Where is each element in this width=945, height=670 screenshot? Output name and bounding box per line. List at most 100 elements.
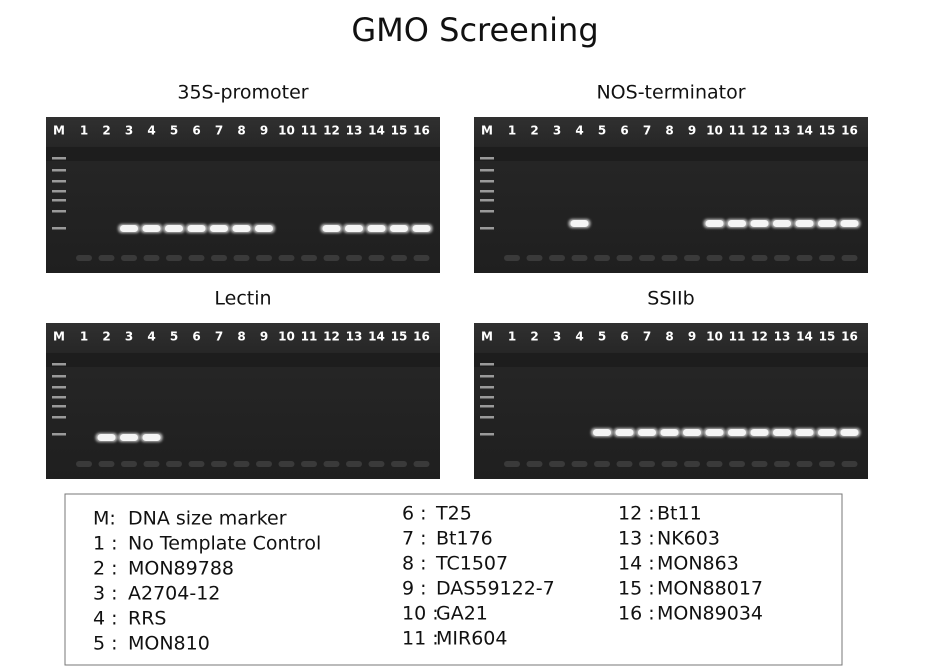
lane-smear — [233, 255, 250, 261]
lane-label: 13 — [346, 330, 363, 344]
band — [142, 434, 161, 441]
lane-smear — [526, 461, 543, 467]
legend-key: 8 : — [402, 553, 427, 575]
lane-smear — [278, 255, 295, 261]
band — [638, 429, 656, 436]
band — [570, 220, 589, 227]
lane-smear — [504, 461, 520, 467]
lane-smear — [368, 255, 385, 261]
legend-name: DAS59122-7 — [436, 578, 555, 600]
lane-label: 2 — [530, 330, 538, 344]
figure-title: GMO Screening — [351, 11, 598, 49]
ladder-band — [480, 190, 494, 193]
lane-smear — [706, 255, 723, 261]
band — [728, 220, 746, 227]
ladder-band — [480, 433, 494, 436]
lane-label: 13 — [774, 124, 791, 138]
lane-label: 14 — [368, 124, 385, 138]
lane-label: 9 — [688, 330, 696, 344]
legend-name: A2704-12 — [128, 583, 220, 605]
lane-label: 2 — [102, 124, 110, 138]
lane-label: 7 — [215, 124, 223, 138]
lane-smear — [323, 255, 340, 261]
legend-key: 15 : — [618, 578, 655, 600]
lane-smear — [639, 255, 655, 261]
lane-smear — [301, 255, 317, 261]
lane-smear — [819, 461, 835, 467]
ladder-band — [480, 157, 494, 160]
lane-label: 12 — [751, 124, 768, 138]
lane-label: M — [53, 124, 65, 138]
lane-label: 13 — [774, 330, 791, 344]
lane-label: M — [481, 124, 493, 138]
lane-smear — [841, 255, 858, 261]
legend-key: 9 : — [402, 578, 427, 600]
wells — [474, 147, 868, 161]
ladder-band — [480, 405, 494, 408]
lane-label: 10 — [706, 124, 723, 138]
wells — [474, 353, 868, 367]
band — [120, 434, 138, 441]
band — [795, 429, 814, 436]
band — [773, 429, 791, 436]
legend-key: M: — [93, 508, 116, 530]
legend-key: 11 : — [402, 628, 439, 650]
legend-name: MON89788 — [128, 558, 234, 580]
band — [367, 225, 386, 232]
ladder-band — [480, 169, 494, 172]
lane-label: 1 — [508, 330, 516, 344]
legend-key: 3 : — [93, 583, 118, 605]
lane-smear — [594, 255, 610, 261]
lane-smear — [796, 461, 813, 467]
ladder-band — [480, 363, 494, 366]
lane-smear — [706, 461, 723, 467]
legend-key: 5 : — [93, 633, 118, 655]
band — [187, 225, 206, 232]
band — [818, 429, 836, 436]
lane-smear — [774, 461, 790, 467]
legend-key: 13 : — [618, 528, 655, 550]
ladder-band — [52, 405, 66, 408]
legend-key: 1 : — [93, 533, 118, 555]
lane-label: 8 — [665, 124, 673, 138]
ladder-band — [480, 227, 494, 230]
legend-name: No Template Control — [128, 533, 321, 555]
lane-smear — [76, 461, 92, 467]
lane-label: 16 — [413, 330, 430, 344]
band — [728, 429, 746, 436]
lane-label: 9 — [260, 330, 268, 344]
ladder-band — [480, 386, 494, 389]
band — [840, 429, 859, 436]
lane-label: 8 — [237, 330, 245, 344]
ladder-band — [52, 416, 66, 419]
lane-label: 12 — [751, 330, 768, 344]
lane-smear — [368, 461, 385, 467]
panel-title: SSIIb — [647, 288, 694, 310]
lane-label: 15 — [391, 330, 408, 344]
band — [345, 225, 363, 232]
lane-smear — [301, 461, 317, 467]
lane-label: 9 — [260, 124, 268, 138]
legend-name: T25 — [435, 503, 472, 525]
lane-label: 15 — [819, 124, 836, 138]
lane-smear — [639, 461, 655, 467]
lane-label: 3 — [553, 330, 561, 344]
ladder-band — [52, 396, 66, 399]
lane-smear — [211, 461, 227, 467]
lane-label: 4 — [575, 330, 583, 344]
lane-label: 7 — [643, 124, 651, 138]
lane-smear — [256, 255, 272, 261]
lane-label: 9 — [688, 124, 696, 138]
legend-name: RRS — [128, 608, 166, 630]
lane-smear — [278, 461, 295, 467]
band — [615, 429, 634, 436]
lane-smear — [188, 255, 205, 261]
ladder-band — [52, 169, 66, 172]
lane-label: 12 — [323, 124, 340, 138]
band — [142, 225, 161, 232]
ladder-band — [52, 180, 66, 183]
band — [683, 429, 701, 436]
ladder-band — [52, 210, 66, 213]
lane-smear — [413, 255, 430, 261]
